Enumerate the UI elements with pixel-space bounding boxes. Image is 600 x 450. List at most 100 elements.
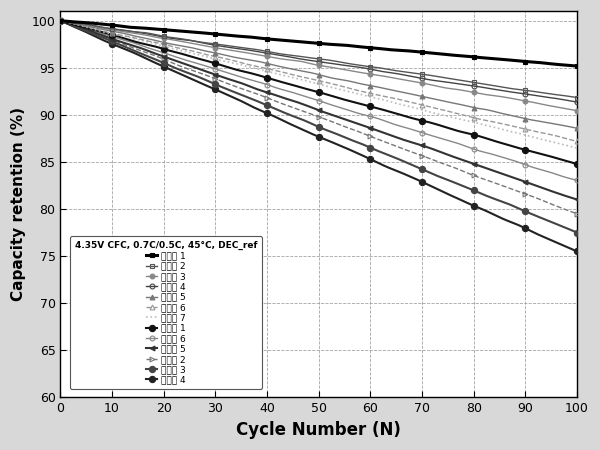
- 実施例 6: [245, 76, 253, 82]
- 実施例 3: [245, 50, 253, 56]
- 比較例 4: [57, 18, 64, 23]
- 実施例 5: [245, 57, 253, 63]
- 実施例 1: [57, 18, 64, 23]
- 実施例 6: [57, 18, 64, 23]
- 比較例 3: [529, 212, 536, 217]
- 比較例 2: [274, 99, 281, 104]
- 比較例 2: [59, 18, 67, 24]
- 比較例 1: [574, 161, 581, 166]
- 実施例 4: [529, 92, 536, 98]
- 実施例 5: [336, 76, 343, 82]
- 比較例 2: [103, 35, 110, 40]
- 実施例 1: [336, 42, 343, 48]
- 比較例 3: [274, 107, 281, 112]
- 実施例 4: [57, 18, 64, 24]
- 比較例 5: [574, 197, 581, 202]
- 比較例 3: [59, 19, 67, 24]
- 比較例 7: [59, 19, 67, 24]
- 実施例 3: [529, 99, 536, 105]
- 比較例 5: [336, 115, 343, 120]
- 比較例 7: [103, 30, 110, 36]
- 比較例 4: [529, 230, 536, 235]
- 比較例 1: [103, 31, 110, 36]
- 比較例 3: [57, 18, 64, 23]
- 比較例 3: [245, 95, 253, 100]
- 比較例 4: [103, 39, 110, 45]
- 実施例 5: [59, 19, 67, 24]
- 実施例 2: [245, 46, 253, 51]
- 比較例 4: [274, 115, 281, 121]
- Line: 比較例 6: 比較例 6: [58, 18, 580, 144]
- 比較例 6: [59, 18, 67, 24]
- 比較例 7: [336, 87, 343, 92]
- 実施例 4: [103, 26, 110, 31]
- 実施例 5: [574, 126, 581, 131]
- 実施例 5: [274, 63, 281, 68]
- 比較例 7: [274, 71, 281, 76]
- Line: 比較例 2: 比較例 2: [58, 18, 580, 216]
- 実施例 4: [574, 99, 581, 105]
- Line: 比較例 5: 比較例 5: [58, 18, 580, 202]
- 実施例 2: [529, 89, 536, 94]
- X-axis label: Cycle Number (N): Cycle Number (N): [236, 421, 401, 439]
- 比較例 7: [245, 64, 253, 69]
- 実施例 1: [245, 34, 253, 40]
- 比較例 6: [245, 62, 253, 68]
- Line: 実施例 6: 実施例 6: [58, 18, 580, 183]
- 実施例 6: [574, 178, 581, 183]
- 実施例 4: [274, 52, 281, 58]
- 比較例 1: [529, 149, 536, 154]
- 比較例 5: [103, 34, 110, 40]
- 実施例 6: [529, 165, 536, 170]
- 実施例 5: [57, 18, 64, 24]
- 比較例 6: [274, 68, 281, 74]
- Line: 実施例 1: 実施例 1: [58, 18, 580, 68]
- 実施例 2: [57, 18, 64, 23]
- 実施例 6: [103, 32, 110, 38]
- 比較例 2: [529, 194, 536, 199]
- 比較例 6: [336, 83, 343, 88]
- 比較例 4: [59, 19, 67, 25]
- 実施例 3: [57, 18, 64, 23]
- 実施例 3: [574, 108, 581, 113]
- 比較例 5: [274, 93, 281, 99]
- 比較例 4: [336, 143, 343, 148]
- 比較例 1: [245, 70, 253, 76]
- Line: 比較例 4: 比較例 4: [57, 18, 580, 255]
- 比較例 3: [574, 230, 581, 235]
- 比較例 3: [336, 132, 343, 138]
- 比較例 3: [103, 36, 110, 42]
- 比較例 1: [336, 95, 343, 101]
- Legend: 実施例 1, 実施例 2, 実施例 3, 実施例 4, 実施例 5, 比較例 6, 比較例 7, 比較例 1, 実施例 6, 比較例 5, 比較例 2, 比較例: 実施例 1, 実施例 2, 実施例 3, 実施例 4, 実施例 5, 比較例 6…: [70, 236, 262, 389]
- 比較例 5: [59, 18, 67, 23]
- Line: 実施例 2: 実施例 2: [58, 18, 580, 100]
- Line: 比較例 3: 比較例 3: [57, 18, 580, 236]
- 実施例 2: [574, 95, 581, 100]
- Line: 比較例 7: 比較例 7: [61, 21, 577, 148]
- 実施例 5: [529, 117, 536, 123]
- Line: 比較例 1: 比較例 1: [57, 18, 580, 167]
- 実施例 3: [59, 18, 67, 24]
- 実施例 2: [59, 18, 67, 23]
- 比較例 6: [529, 128, 536, 134]
- 比較例 5: [245, 83, 253, 89]
- 実施例 1: [103, 22, 110, 27]
- 実施例 2: [274, 51, 281, 56]
- 比較例 4: [245, 102, 253, 108]
- 比較例 6: [57, 18, 64, 23]
- 実施例 1: [274, 37, 281, 42]
- 実施例 3: [336, 66, 343, 72]
- Line: 実施例 3: 実施例 3: [58, 18, 580, 113]
- 比較例 2: [57, 18, 64, 23]
- 比較例 1: [274, 78, 281, 84]
- 実施例 5: [103, 27, 110, 33]
- 比較例 2: [574, 211, 581, 216]
- 比較例 6: [103, 29, 110, 35]
- 実施例 1: [529, 59, 536, 65]
- 比較例 7: [57, 18, 64, 23]
- 実施例 4: [336, 62, 343, 68]
- Y-axis label: Capacity retention (%): Capacity retention (%): [11, 107, 26, 302]
- 比較例 6: [574, 139, 581, 144]
- 実施例 2: [103, 25, 110, 31]
- 実施例 4: [59, 19, 67, 24]
